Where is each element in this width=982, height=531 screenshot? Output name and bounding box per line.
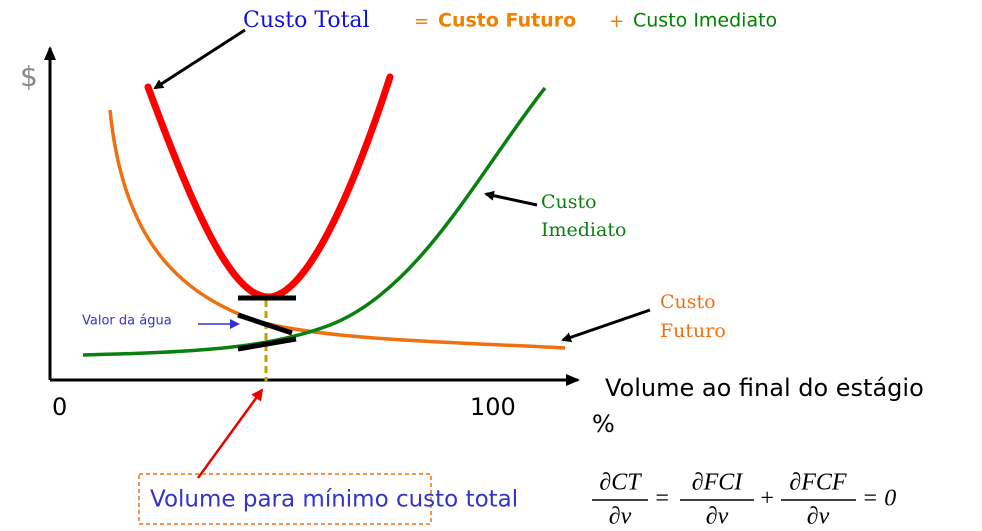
minimum-box xyxy=(138,473,432,525)
immediate-cost-curve xyxy=(82,86,547,357)
arrow-immediate xyxy=(484,190,538,207)
total-cost-curve xyxy=(144,73,394,301)
arrow-total xyxy=(153,28,246,90)
future-cost-curve xyxy=(108,109,566,350)
title-future: Custo Futuro xyxy=(438,10,576,32)
eq-t1-num: ∂FCI xyxy=(692,470,744,496)
eq-lhs-den: ∂v xyxy=(609,504,632,530)
x-origin: 0 xyxy=(52,393,67,421)
label-immediate-2: Imediato xyxy=(541,219,626,241)
x-axis-unit: % xyxy=(592,410,615,438)
y-axis-label: $ xyxy=(20,60,38,93)
tangent-immediate xyxy=(237,336,297,352)
title-plus: + xyxy=(609,11,624,32)
label-future-2: Futuro xyxy=(660,320,726,342)
label-future-1: Custo xyxy=(660,291,716,313)
arrow-future xyxy=(561,308,651,343)
eq-rhs: = 0 xyxy=(862,486,896,512)
x-end: 100 xyxy=(470,393,516,421)
title-total: Custo Total xyxy=(243,8,370,33)
eq-t2-num: ∂FCF xyxy=(789,470,847,496)
eq-t2-den: ∂v xyxy=(807,504,830,530)
title-immediate: Custo Imediato xyxy=(633,10,777,32)
water-value-label: Valor da água xyxy=(82,314,172,329)
arrow-minimum xyxy=(196,388,264,479)
x-axis-label: Volume ao final do estágio xyxy=(605,374,924,402)
title-equals: = xyxy=(414,11,429,32)
eq-t1-den: ∂v xyxy=(706,504,729,530)
tangent-future xyxy=(237,312,293,336)
label-immediate-1: Custo xyxy=(541,191,597,213)
eq-plus: + xyxy=(759,486,775,512)
minimum-label: Volume para mínimo custo total xyxy=(150,487,518,513)
eq-lhs-num: ∂CT xyxy=(599,470,642,496)
equation: ∂CT ∂v = ∂FCI ∂v + ∂FCF ∂v = 0 xyxy=(592,470,896,530)
eq-equals: = xyxy=(654,486,670,512)
